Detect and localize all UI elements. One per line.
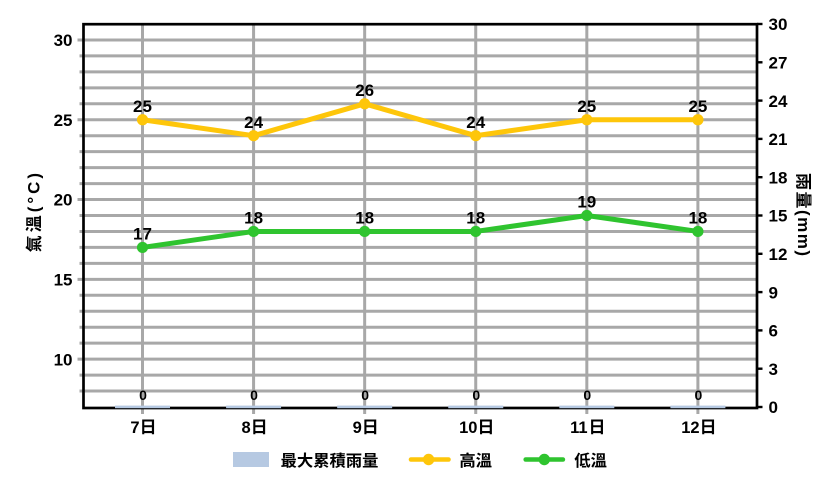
svg-text:0: 0 [472, 387, 480, 403]
svg-text:0: 0 [361, 387, 369, 403]
svg-text:21: 21 [769, 130, 788, 149]
svg-text:30: 30 [769, 15, 788, 34]
svg-text:9: 9 [769, 283, 778, 302]
svg-text:18: 18 [355, 209, 374, 228]
svg-text:24: 24 [244, 113, 263, 132]
svg-text:17: 17 [133, 225, 152, 244]
svg-text:18: 18 [688, 209, 707, 228]
svg-text:24: 24 [466, 113, 485, 132]
svg-text:0: 0 [695, 387, 703, 403]
svg-text:27: 27 [769, 54, 788, 73]
svg-text:18: 18 [244, 209, 263, 228]
svg-text:0: 0 [583, 387, 591, 403]
svg-text:0: 0 [250, 387, 258, 403]
svg-text:10: 10 [54, 350, 73, 369]
svg-text:25: 25 [577, 97, 596, 116]
svg-text:18: 18 [466, 209, 485, 228]
svg-text:11: 11 [570, 419, 587, 437]
svg-text:0: 0 [769, 398, 778, 417]
svg-text:0: 0 [139, 387, 147, 403]
svg-text:7: 7 [130, 419, 139, 437]
svg-text:6: 6 [769, 322, 778, 341]
svg-text:18: 18 [769, 168, 788, 187]
svg-text:10: 10 [459, 419, 477, 437]
svg-text:12: 12 [769, 245, 788, 264]
svg-text:25: 25 [133, 97, 152, 116]
svg-text:9: 9 [353, 419, 362, 437]
svg-text:30: 30 [54, 31, 73, 50]
svg-text:(°C): (°C) [25, 170, 44, 212]
svg-text:3: 3 [769, 360, 778, 379]
svg-text:19: 19 [577, 193, 596, 212]
svg-text:15: 15 [54, 271, 73, 290]
svg-text:25: 25 [688, 97, 707, 116]
svg-text:(mm): (mm) [794, 210, 813, 258]
svg-text:20: 20 [54, 191, 73, 210]
svg-text:26: 26 [355, 81, 374, 100]
svg-text:15: 15 [769, 207, 788, 226]
svg-text:12: 12 [681, 419, 699, 437]
svg-text:24: 24 [769, 92, 788, 111]
svg-text:8: 8 [241, 419, 250, 437]
svg-text:25: 25 [54, 111, 73, 130]
